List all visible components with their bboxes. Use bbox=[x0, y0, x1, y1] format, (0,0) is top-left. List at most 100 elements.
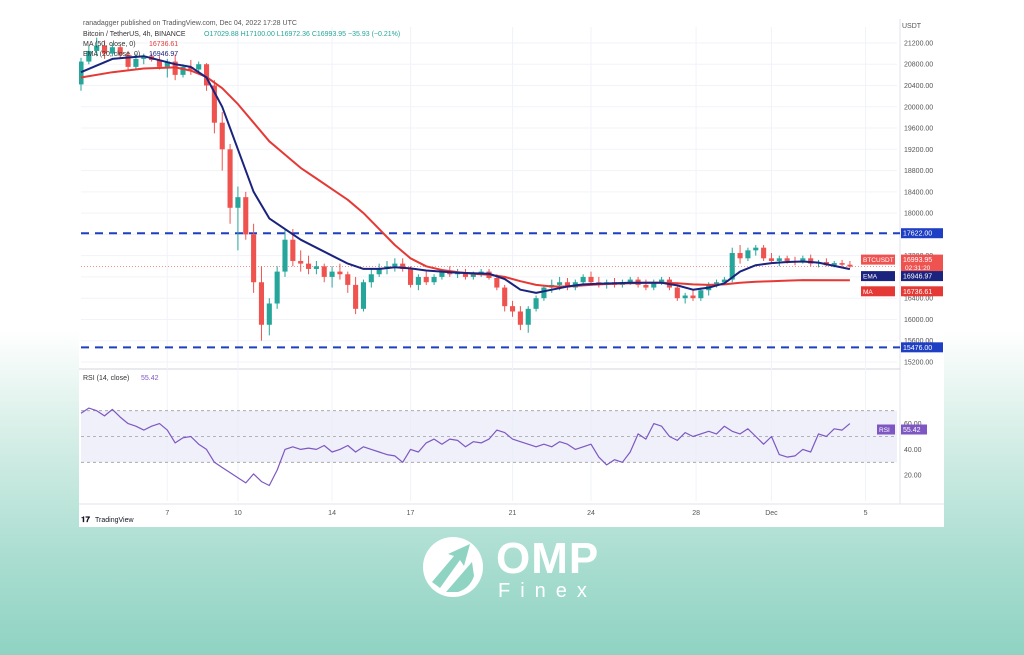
candle-body bbox=[721, 279, 727, 283]
chart-card: 21200.00 20800.00 20400.00 20000.00 19600.00… bbox=[79, 17, 944, 527]
published-by: ranadagger published on TradingView.com,… bbox=[83, 20, 297, 27]
candle-body bbox=[101, 45, 108, 54]
candle-body bbox=[133, 58, 139, 67]
price-tick-label: 18800.00 bbox=[904, 168, 933, 175]
candle-body bbox=[580, 276, 586, 283]
ma-legend: MA (50, close, 0) bbox=[83, 41, 136, 48]
candle-body bbox=[392, 263, 398, 267]
candle-body bbox=[745, 250, 751, 259]
candle-body bbox=[431, 276, 437, 283]
candle-body bbox=[509, 306, 516, 312]
candle-body bbox=[627, 279, 633, 283]
candle-body bbox=[219, 122, 225, 150]
candle-body bbox=[117, 47, 123, 55]
candle-body bbox=[690, 295, 696, 299]
rsi-legend: RSI (14, close) bbox=[83, 375, 129, 382]
price-tag-box bbox=[901, 286, 943, 297]
candle-body bbox=[525, 308, 531, 325]
price-tag-box bbox=[901, 254, 943, 273]
price-tag-box bbox=[901, 271, 943, 282]
candle-body bbox=[502, 287, 508, 307]
candle-body bbox=[533, 298, 539, 309]
candle-body bbox=[203, 64, 210, 86]
price-tick-label: 20400.00 bbox=[904, 83, 933, 90]
level-tag bbox=[901, 228, 943, 239]
candle-body bbox=[784, 258, 790, 261]
rsi-legend-value: 55.42 bbox=[141, 375, 159, 382]
rsi-tag-name: RSI bbox=[879, 427, 890, 434]
candle-body bbox=[400, 263, 406, 269]
candle-body bbox=[258, 282, 265, 325]
candle-body bbox=[761, 247, 767, 259]
price-tag-countdown: 02:31:20 bbox=[905, 265, 931, 272]
rsi-line bbox=[80, 407, 851, 487]
candle-body bbox=[768, 258, 775, 261]
tradingview-logo-icon: 𝟏𝟕 bbox=[81, 515, 90, 524]
price-tick-label: 19600.00 bbox=[904, 126, 933, 133]
candle-body bbox=[643, 284, 649, 288]
price-tick-label: 16400.00 bbox=[904, 296, 933, 303]
candle-body bbox=[407, 268, 414, 285]
candle-body bbox=[557, 282, 563, 285]
price-tag-value: 16946.97 bbox=[903, 274, 932, 281]
level-tag-label: 15476.00 bbox=[903, 345, 932, 352]
price-tick-label: 15200.00 bbox=[904, 360, 933, 367]
rsi-tag-box bbox=[901, 424, 927, 435]
candle-body bbox=[313, 266, 319, 269]
time-tick-label: 5 bbox=[864, 510, 868, 517]
price-tag-name-box bbox=[861, 286, 895, 297]
candle-body bbox=[274, 271, 280, 304]
brand-block: OMP Finex bbox=[418, 532, 618, 604]
price-tag-name-box bbox=[861, 254, 895, 265]
candle-body bbox=[376, 268, 382, 275]
price-tag-value: 16993.95 bbox=[903, 257, 932, 264]
candle-body bbox=[713, 282, 720, 285]
time-tick-label: 7 bbox=[165, 510, 169, 517]
candle-body bbox=[588, 276, 594, 283]
price-tick-label: 16000.00 bbox=[904, 317, 933, 324]
candle-body bbox=[494, 277, 500, 288]
candle-body bbox=[659, 279, 665, 283]
candle-body bbox=[282, 239, 288, 272]
price-tick-label: 15600.00 bbox=[904, 338, 933, 345]
ema-legend-value: 16946.97 bbox=[149, 51, 178, 58]
ohlc-values: O17029.88 H17100.00 L16972.36 C16993.95 … bbox=[204, 31, 400, 38]
candle-body bbox=[337, 271, 343, 275]
rsi-tick-label: 40.00 bbox=[904, 447, 922, 454]
rsi-lines bbox=[80, 407, 851, 487]
time-tick-label: Dec bbox=[765, 510, 778, 517]
candle-body bbox=[211, 85, 217, 123]
candle-body bbox=[329, 271, 335, 277]
symbol-title: Bitcoin / TetherUS, 4h, BINANCE bbox=[83, 31, 186, 38]
candle-body bbox=[164, 61, 170, 67]
candle-body bbox=[698, 290, 704, 299]
candle-body bbox=[86, 50, 92, 62]
omp-finex-logo-icon bbox=[423, 537, 483, 597]
price-tick-label: 19200.00 bbox=[904, 147, 933, 154]
price-axis: 21200.00 20800.00 20400.00 20000.00 19600.00… bbox=[904, 40, 933, 479]
candle-body bbox=[125, 54, 131, 67]
brand-subtitle: Finex bbox=[498, 580, 597, 602]
rsi-tag-name-box bbox=[877, 424, 895, 435]
candle-body bbox=[290, 239, 296, 261]
currency-label: USDT bbox=[902, 23, 922, 30]
horizontal-levels bbox=[81, 232, 900, 349]
candle-body bbox=[141, 56, 147, 59]
time-tick-label: 28 bbox=[692, 510, 700, 517]
candle-body bbox=[470, 274, 476, 277]
candle-body bbox=[109, 47, 115, 54]
price-tick-label: 18400.00 bbox=[904, 189, 933, 196]
level-tag bbox=[901, 342, 943, 353]
candle-body bbox=[439, 271, 445, 277]
candle-body bbox=[360, 282, 367, 309]
time-tick-label: 10 bbox=[234, 510, 242, 517]
chart-canvas: 21200.00 20800.00 20400.00 20000.00 19600.00… bbox=[79, 19, 944, 524]
candle-body bbox=[188, 66, 194, 70]
candle-body bbox=[753, 247, 759, 251]
candle-body bbox=[298, 260, 304, 264]
time-tick-label: 17 bbox=[407, 510, 415, 517]
candle-body bbox=[235, 197, 241, 208]
price-tick-label: 18000.00 bbox=[904, 211, 933, 218]
candle-body bbox=[847, 264, 853, 267]
candle-body bbox=[243, 197, 249, 235]
